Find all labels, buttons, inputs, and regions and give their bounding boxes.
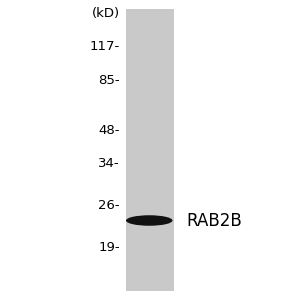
Text: 34-: 34- [98, 157, 120, 170]
FancyBboxPatch shape [126, 9, 174, 291]
Ellipse shape [126, 215, 172, 226]
Text: 85-: 85- [98, 74, 120, 88]
Text: (kD): (kD) [92, 7, 120, 20]
Text: 19-: 19- [98, 241, 120, 254]
Text: 117-: 117- [90, 40, 120, 53]
Text: 26-: 26- [98, 199, 120, 212]
Text: RAB2B: RAB2B [186, 212, 242, 230]
Text: 48-: 48- [98, 124, 120, 137]
